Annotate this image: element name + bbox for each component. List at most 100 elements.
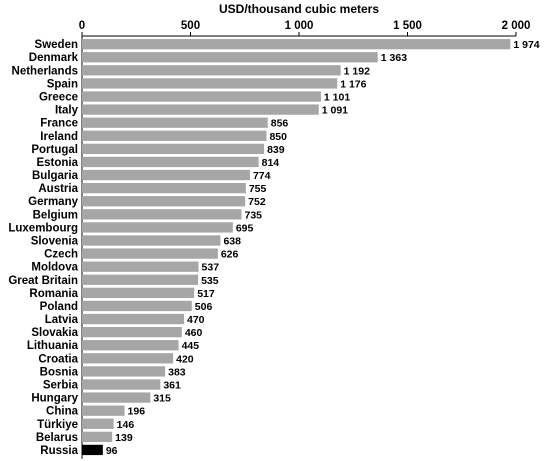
data-label: 638 (223, 236, 241, 248)
data-label: 146 (117, 419, 135, 431)
bar (82, 300, 192, 312)
bar (82, 104, 319, 115)
category-label: Luxembourg (8, 222, 78, 234)
data-label: 1 363 (381, 52, 407, 64)
data-label: 383 (168, 366, 186, 378)
x-tick-label: 1 500 (393, 20, 422, 32)
data-label: 196 (128, 406, 146, 418)
bar (82, 52, 378, 63)
data-label: 420 (176, 353, 194, 365)
data-label: 752 (248, 196, 266, 208)
data-label: 695 (236, 222, 254, 234)
bar (82, 143, 265, 155)
bar (82, 418, 114, 429)
category-label: China (46, 406, 79, 418)
data-label: 517 (197, 288, 215, 300)
data-label: 735 (244, 209, 262, 221)
category-label: Belgium (33, 209, 78, 221)
bar (82, 431, 113, 442)
bar (82, 326, 182, 338)
bar (82, 91, 321, 102)
x-tick-label: 1 000 (285, 20, 314, 32)
category-label: Bulgaria (32, 170, 79, 182)
category-label: Türkiye (37, 419, 78, 431)
bars (81, 36, 511, 459)
category-label: Slovenia (31, 236, 79, 248)
data-label: 96 (106, 445, 118, 457)
bar (82, 405, 125, 416)
data-label: 535 (201, 275, 219, 287)
category-label: Hungary (31, 393, 78, 405)
category-label: Netherlands (12, 65, 78, 77)
bar (82, 340, 179, 351)
category-label: Portugal (31, 144, 78, 156)
category-label: Croatia (38, 353, 78, 365)
data-label: 856 (271, 118, 289, 130)
data-label: 1 192 (344, 65, 370, 77)
bar (82, 196, 246, 207)
category-label: France (40, 118, 78, 130)
bar (82, 130, 267, 141)
data-label: 1 974 (513, 39, 539, 51)
bar (82, 65, 341, 76)
category-label: Estonia (36, 157, 78, 169)
bar (82, 392, 151, 403)
category-label: Bosnia (40, 366, 79, 378)
data-label: 626 (221, 249, 239, 261)
bar (82, 182, 246, 194)
bar (82, 444, 103, 456)
bar (82, 235, 221, 246)
bar (82, 117, 268, 128)
category-label: Great Britain (8, 275, 78, 287)
data-label: 755 (249, 183, 267, 195)
x-axis: 0 500 1 000 1 500 2 000 (79, 20, 531, 37)
category-label: Italy (55, 105, 79, 117)
bar (82, 39, 511, 50)
category-label: Denmark (29, 52, 79, 64)
bar (82, 274, 199, 285)
bar (82, 366, 166, 377)
data-label: 470 (187, 314, 205, 326)
data-label: 460 (185, 327, 203, 339)
category-label: Spain (47, 78, 78, 90)
data-label: 839 (267, 144, 285, 156)
data-label: 506 (195, 301, 213, 313)
category-label: Greece (39, 92, 78, 104)
data-label: 537 (202, 262, 220, 274)
x-tick-label: 500 (181, 20, 200, 32)
x-tick-label: 2 000 (502, 20, 531, 32)
bar (82, 287, 195, 299)
data-label: 1 091 (322, 105, 348, 117)
data-label: 850 (269, 131, 287, 143)
category-label: Sweden (35, 39, 78, 51)
category-label: Slovakia (31, 327, 78, 339)
bar (82, 261, 199, 272)
category-label: Czech (44, 249, 78, 261)
category-label: Serbia (43, 379, 79, 391)
data-label: 315 (153, 393, 171, 405)
data-label: 1 101 (324, 92, 350, 104)
x-tick-label: 0 (79, 20, 85, 32)
category-label: Germany (28, 196, 78, 208)
category-label: Moldova (31, 262, 78, 274)
data-label: 814 (262, 157, 280, 169)
category-label: Russia (40, 445, 78, 457)
bar (82, 209, 242, 220)
category-label: Lithuania (27, 340, 79, 352)
bar (82, 353, 174, 364)
bar (82, 78, 338, 89)
bar (82, 169, 250, 181)
category-label: Ireland (40, 131, 78, 143)
chart-title: USD/thousand cubic meters (219, 2, 379, 16)
bar (82, 156, 259, 168)
category-label: Romania (29, 288, 78, 300)
bar (82, 313, 184, 325)
bar (82, 379, 161, 390)
data-label: 139 (115, 432, 133, 444)
category-label: Austria (38, 183, 78, 195)
bar (82, 222, 233, 233)
data-label: 361 (163, 379, 181, 391)
